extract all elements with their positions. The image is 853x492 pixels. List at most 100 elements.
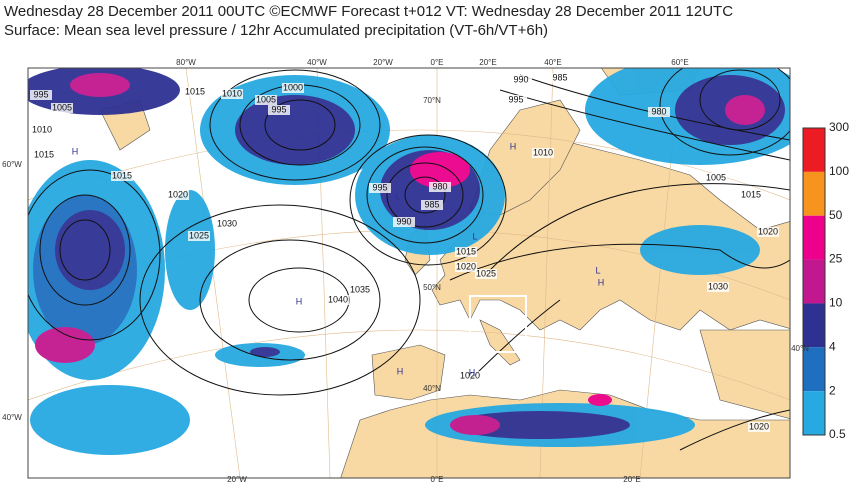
isobar-label: 990	[513, 74, 528, 84]
pressure-center: L	[395, 191, 400, 201]
title: Wednesday 28 December 2011 00UTC ©ECMWF …	[4, 3, 733, 20]
isobar-label: 1005	[256, 94, 276, 104]
isobar-label-bg	[748, 422, 770, 432]
isobar-label: 1025	[189, 230, 209, 240]
isobar-label-bg	[459, 371, 481, 381]
isobar-label-bg	[30, 90, 52, 100]
isobar-label: 1010	[222, 88, 242, 98]
pressure-center: H	[296, 296, 303, 306]
grid-label: 0°E	[431, 475, 444, 484]
isobar-label: 1015	[34, 149, 54, 159]
isobar-label: 1010	[533, 147, 553, 157]
isobar-label: 980	[651, 106, 666, 116]
grid-label: 80°W	[176, 58, 196, 67]
isobar-label: 1020	[460, 370, 480, 380]
isobar-label: 995	[372, 182, 387, 192]
pressure-center: H	[510, 141, 517, 151]
isobar-label-bg	[757, 227, 779, 237]
subtitle: Surface: Mean sea level pressure / 12hr …	[4, 22, 548, 39]
isobar-label-bg	[705, 173, 727, 183]
isobar-label-bg	[532, 148, 554, 158]
isobar-label-bg	[216, 219, 238, 229]
isobar-label-bg	[327, 295, 349, 305]
grid-label: 20°W	[227, 475, 247, 484]
grid-label: 60°W	[2, 160, 22, 169]
isobar-label: 1020	[168, 189, 188, 199]
isobar-label-bg	[349, 285, 371, 295]
grid-label: 40°N	[423, 384, 441, 393]
isobar-label-bg	[255, 95, 277, 105]
legend-label: 50	[829, 208, 843, 222]
map-frame	[27, 67, 791, 479]
legend-label: 0.5	[829, 427, 846, 441]
isobar-label-bg	[648, 107, 670, 117]
pressure-center: H	[598, 277, 605, 287]
isobar-label-bg	[455, 262, 477, 272]
isobar-label-bg	[221, 89, 243, 99]
isobar-label-bg	[505, 95, 527, 105]
grid-label: 0°E	[431, 58, 444, 67]
legend-label: 300	[829, 120, 849, 134]
isobar-label: 1020	[749, 421, 769, 431]
legend-label: 10	[829, 296, 843, 310]
isobar-label-bg	[549, 73, 571, 83]
pressure-center: H	[469, 367, 476, 377]
isobar-label-bg	[475, 269, 497, 279]
legend-swatch	[803, 391, 825, 435]
legend-label: 100	[829, 164, 849, 178]
grid-label: 20°E	[479, 58, 496, 67]
isobar-label: 1005	[706, 172, 726, 182]
legend-label: 2	[829, 383, 836, 397]
grid-label: 40°N	[791, 344, 809, 353]
grid-label: 40°W	[2, 413, 22, 422]
legend-swatch	[803, 259, 825, 304]
isobar-label-bg	[33, 150, 55, 160]
isobar-label: 1035	[350, 284, 370, 294]
isobar-label: 1015	[741, 189, 761, 199]
isobar-label-bg	[111, 171, 133, 181]
isobar-label: 1015	[456, 246, 476, 256]
isobar-label: 985	[552, 72, 567, 82]
isobar-label: 1030	[217, 218, 237, 228]
isobar-label: 1010	[32, 124, 52, 134]
isobar-label: 985	[424, 199, 439, 209]
isobar-label: 1015	[112, 170, 132, 180]
isobar-label-bg	[707, 282, 729, 292]
isobar-label-bg	[740, 190, 762, 200]
legend-label: 4	[829, 339, 836, 353]
isobar-label-bg	[188, 231, 210, 241]
legend-label: 25	[829, 252, 843, 266]
isobar-label-bg	[167, 190, 189, 200]
isobar-label-bg	[393, 217, 415, 227]
legend-swatch	[803, 347, 825, 392]
pressure-center: H	[397, 366, 404, 376]
isobar-label: 995	[271, 104, 286, 114]
legend-frame	[802, 127, 826, 436]
grid-label: 50°N	[423, 283, 441, 292]
grid-label: 70°N	[423, 96, 441, 105]
grid-label: 40°E	[544, 58, 561, 67]
pressure-center: H	[72, 146, 79, 156]
isobar-label-bg	[184, 87, 206, 97]
isobars	[28, 68, 790, 451]
isobar-label-bg	[455, 247, 477, 257]
isobar-label-bg	[369, 183, 391, 193]
land	[99, 68, 790, 478]
grid-label: 20°E	[623, 475, 640, 484]
map-area	[28, 68, 790, 478]
isobar-label-bg	[421, 200, 443, 210]
isobar-label-bg	[282, 83, 304, 93]
isobar-label-bg	[31, 125, 53, 135]
isobar-label: 1000	[283, 82, 303, 92]
isobar-label-bg	[268, 105, 290, 115]
legend-swatch	[803, 303, 825, 348]
isobar-label: 1025	[476, 268, 496, 278]
isobar-label: 1020	[758, 226, 778, 236]
isobar-label: 980	[432, 181, 447, 191]
legend-swatch	[803, 171, 825, 216]
isobar-label: 995	[33, 89, 48, 99]
grid-label: 40°W	[307, 58, 327, 67]
isobar-label: 1040	[328, 294, 348, 304]
legend: 300 100 50 25 10 4 2 0.5	[802, 120, 849, 441]
